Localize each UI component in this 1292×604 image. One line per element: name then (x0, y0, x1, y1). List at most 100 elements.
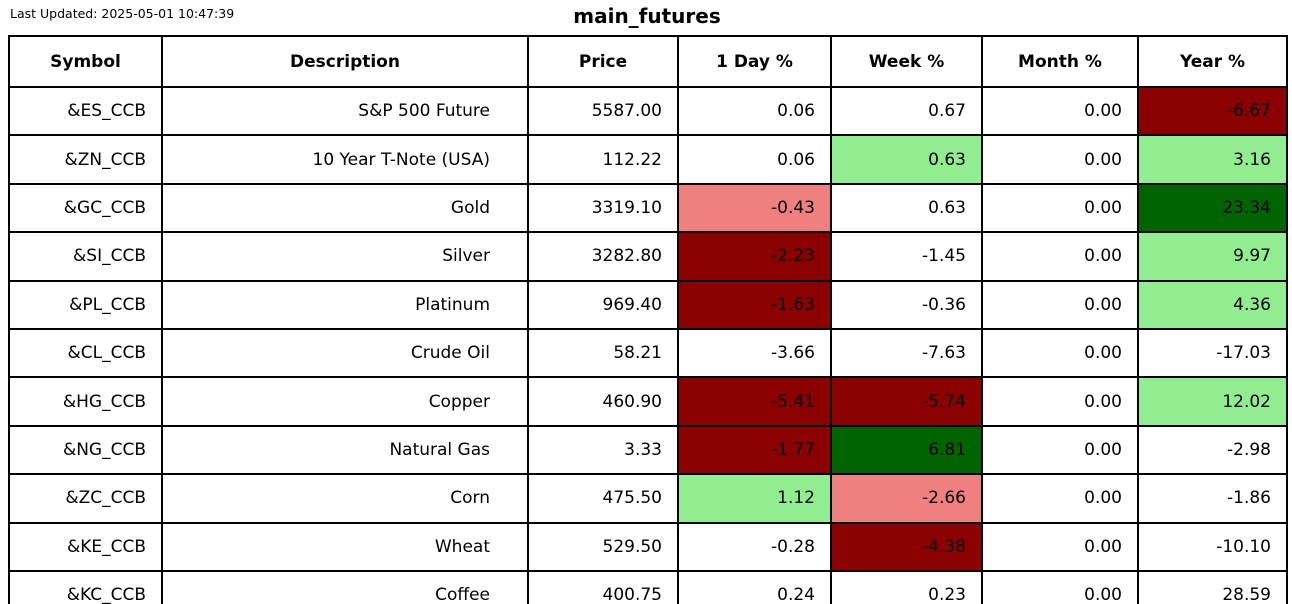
cell-week-pct: -5.74 (830, 376, 983, 427)
cell-week-pct: -0.36 (830, 279, 983, 330)
cell-price: 3319.10 (527, 182, 679, 234)
cell-month-pct: 0.00 (981, 521, 1139, 572)
cell-symbol: &NG_CCB (8, 424, 163, 476)
cell-day-pct: 0.06 (677, 134, 832, 185)
cell-price: 475.50 (527, 473, 679, 524)
cell-price: 5587.00 (527, 85, 679, 137)
table-row: &KC_CCB Coffee 400.75 0.24 0.23 0.00 28.… (8, 569, 1288, 604)
cell-day-pct: -0.43 (677, 182, 832, 234)
cell-day-pct: 0.24 (677, 569, 832, 604)
cell-symbol: &PL_CCB (8, 279, 163, 330)
cell-day-pct: -0.28 (677, 521, 832, 572)
cell-price: 112.22 (527, 134, 679, 185)
cell-symbol: &HG_CCB (8, 376, 163, 427)
table-row: &ZN_CCB 10 Year T-Note (USA) 112.22 0.06… (8, 134, 1288, 185)
cell-price: 400.75 (527, 569, 679, 604)
futures-table: Symbol Description Price 1 Day % Week % … (8, 35, 1288, 604)
column-header-month-pct: Month % (981, 35, 1139, 88)
cell-day-pct: -2.23 (677, 231, 832, 282)
cell-year-pct: -2.98 (1137, 424, 1288, 476)
cell-year-pct: 12.02 (1137, 376, 1288, 427)
column-header-day-pct: 1 Day % (677, 35, 832, 88)
table-row: &SI_CCB Silver 3282.80 -2.23 -1.45 0.00 … (8, 231, 1288, 282)
cell-symbol: &ZC_CCB (8, 473, 163, 524)
futures-table-body: &ES_CCB S&P 500 Future 5587.00 0.06 0.67… (8, 85, 1288, 604)
cell-week-pct: -1.45 (830, 231, 983, 282)
cell-month-pct: 0.00 (981, 279, 1139, 330)
cell-price: 58.21 (527, 327, 679, 379)
cell-symbol: &SI_CCB (8, 231, 163, 282)
cell-price: 969.40 (527, 279, 679, 330)
cell-year-pct: -1.86 (1137, 473, 1288, 524)
cell-week-pct: 0.63 (830, 134, 983, 185)
cell-week-pct: 0.63 (830, 182, 983, 234)
page-title: main_futures (573, 4, 721, 28)
cell-day-pct: 1.12 (677, 473, 832, 524)
cell-month-pct: 0.00 (981, 424, 1139, 476)
last-updated-timestamp: Last Updated: 2025-05-01 10:47:39 (10, 6, 235, 21)
cell-week-pct: 6.81 (830, 424, 983, 476)
table-row: &PL_CCB Platinum 969.40 -1.63 -0.36 0.00… (8, 279, 1288, 330)
table-row: &CL_CCB Crude Oil 58.21 -3.66 -7.63 0.00… (8, 327, 1288, 379)
column-header-description: Description (161, 35, 529, 88)
cell-description: Wheat (161, 521, 529, 572)
cell-year-pct: 3.16 (1137, 134, 1288, 185)
cell-description: Platinum (161, 279, 529, 330)
table-row: &ZC_CCB Corn 475.50 1.12 -2.66 0.00 -1.8… (8, 473, 1288, 524)
cell-description: 10 Year T-Note (USA) (161, 134, 529, 185)
cell-symbol: &ZN_CCB (8, 134, 163, 185)
cell-year-pct: 23.34 (1137, 182, 1288, 234)
cell-day-pct: -1.63 (677, 279, 832, 330)
table-row: &ES_CCB S&P 500 Future 5587.00 0.06 0.67… (8, 85, 1288, 137)
cell-description: Crude Oil (161, 327, 529, 379)
table-row: &NG_CCB Natural Gas 3.33 -1.77 6.81 0.00… (8, 424, 1288, 476)
column-header-week-pct: Week % (830, 35, 983, 88)
cell-year-pct: 9.97 (1137, 231, 1288, 282)
column-header-year-pct: Year % (1137, 35, 1288, 88)
cell-month-pct: 0.00 (981, 327, 1139, 379)
cell-year-pct: -10.10 (1137, 521, 1288, 572)
cell-price: 529.50 (527, 521, 679, 572)
cell-month-pct: 0.00 (981, 231, 1139, 282)
table-row: &GC_CCB Gold 3319.10 -0.43 0.63 0.00 23.… (8, 182, 1288, 234)
column-header-price: Price (527, 35, 679, 88)
cell-month-pct: 0.00 (981, 376, 1139, 427)
cell-description: Gold (161, 182, 529, 234)
cell-symbol: &CL_CCB (8, 327, 163, 379)
cell-description: Natural Gas (161, 424, 529, 476)
cell-price: 460.90 (527, 376, 679, 427)
cell-month-pct: 0.00 (981, 569, 1139, 604)
cell-symbol: &GC_CCB (8, 182, 163, 234)
table-row: &KE_CCB Wheat 529.50 -0.28 -4.38 0.00 -1… (8, 521, 1288, 572)
cell-price: 3282.80 (527, 231, 679, 282)
cell-week-pct: -2.66 (830, 473, 983, 524)
cell-week-pct: -7.63 (830, 327, 983, 379)
cell-day-pct: 0.06 (677, 85, 832, 137)
cell-week-pct: 0.23 (830, 569, 983, 604)
cell-month-pct: 0.00 (981, 85, 1139, 137)
cell-description: S&P 500 Future (161, 85, 529, 137)
cell-price: 3.33 (527, 424, 679, 476)
cell-year-pct: -17.03 (1137, 327, 1288, 379)
cell-symbol: &KC_CCB (8, 569, 163, 604)
cell-month-pct: 0.00 (981, 134, 1139, 185)
cell-month-pct: 0.00 (981, 182, 1139, 234)
cell-description: Silver (161, 231, 529, 282)
cell-day-pct: -3.66 (677, 327, 832, 379)
cell-symbol: &ES_CCB (8, 85, 163, 137)
table-header-row: Symbol Description Price 1 Day % Week % … (8, 35, 1288, 88)
cell-week-pct: 0.67 (830, 85, 983, 137)
table-row: &HG_CCB Copper 460.90 -5.41 -5.74 0.00 1… (8, 376, 1288, 427)
cell-symbol: &KE_CCB (8, 521, 163, 572)
column-header-symbol: Symbol (8, 35, 163, 88)
cell-description: Corn (161, 473, 529, 524)
cell-day-pct: -1.77 (677, 424, 832, 476)
cell-year-pct: 4.36 (1137, 279, 1288, 330)
cell-description: Copper (161, 376, 529, 427)
cell-description: Coffee (161, 569, 529, 604)
cell-year-pct: -6.67 (1137, 85, 1288, 137)
cell-day-pct: -5.41 (677, 376, 832, 427)
cell-year-pct: 28.59 (1137, 569, 1288, 604)
cell-week-pct: -4.38 (830, 521, 983, 572)
